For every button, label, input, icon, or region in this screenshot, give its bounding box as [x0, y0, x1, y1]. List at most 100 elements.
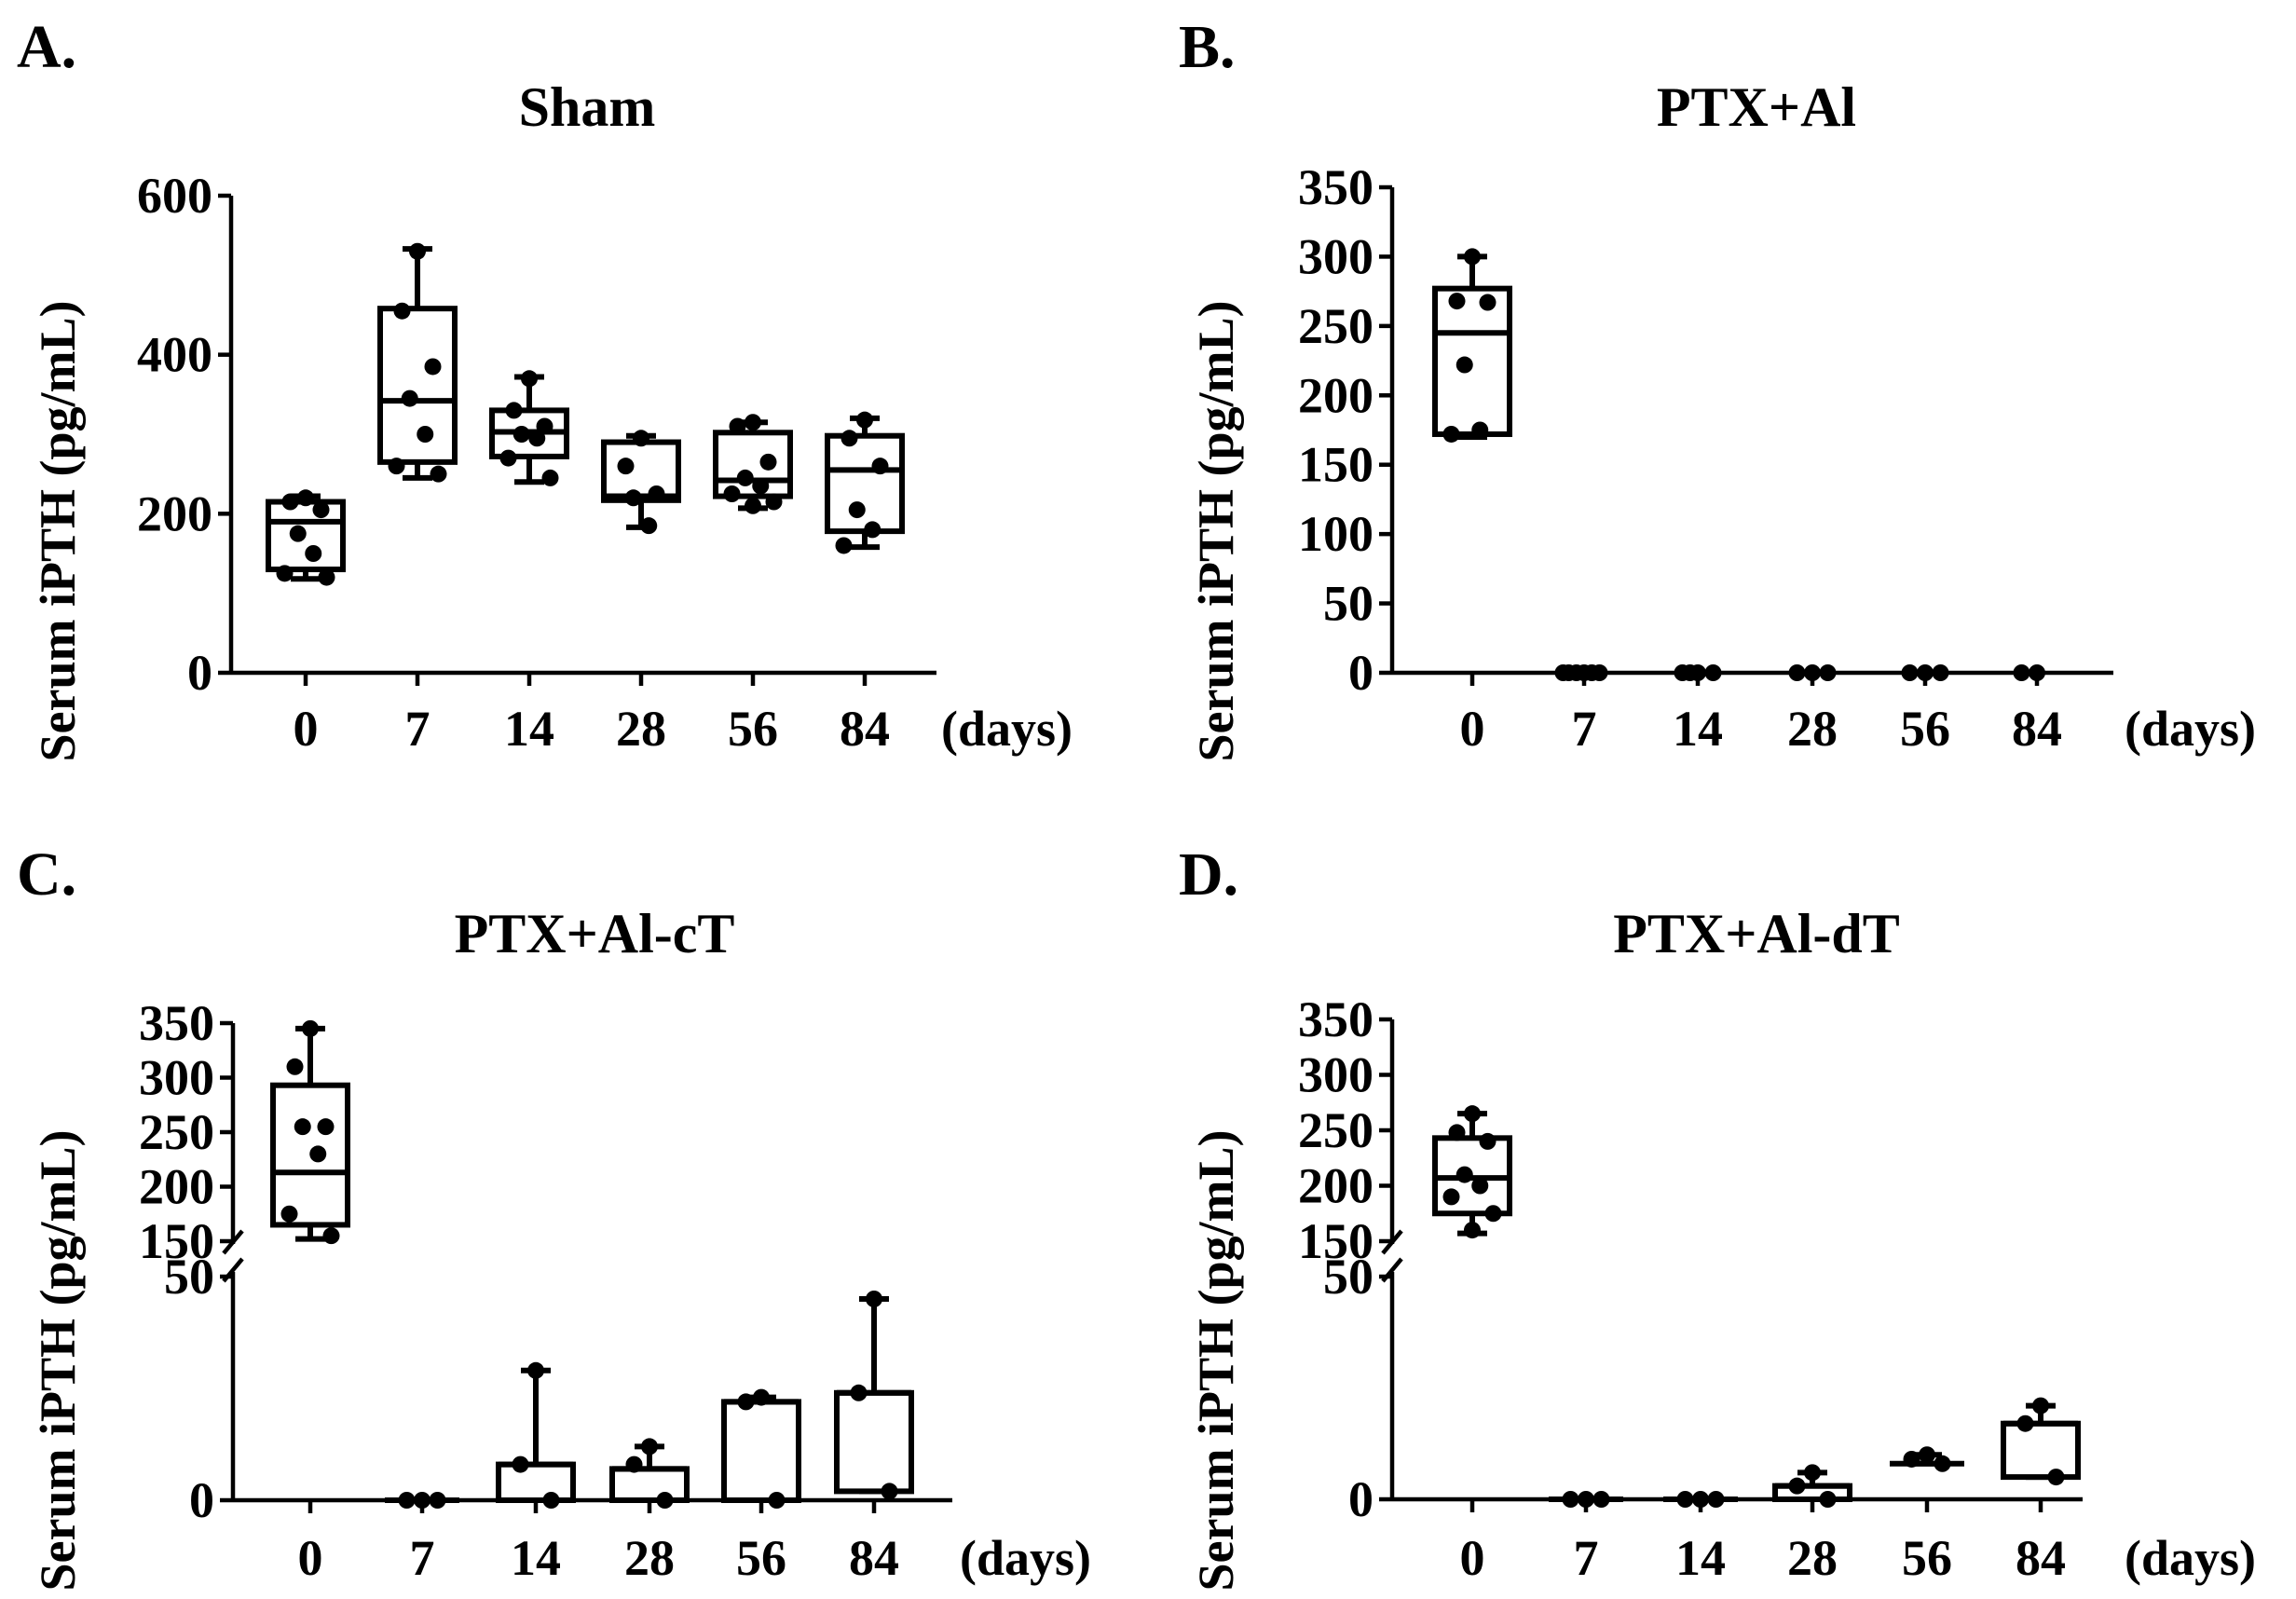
data-point	[624, 489, 642, 507]
panel-b: B. PTX+Al Serum iPTH (pg/mL) 0 50 100 150 200 25…	[1179, 13, 2256, 762]
data-point	[521, 370, 538, 388]
data-point	[736, 469, 754, 486]
panel-c: C. PTX+Al-cT Serum iPTH (pg/mL) 0 5015020025…	[17, 840, 1091, 1592]
data-point	[1676, 1491, 1694, 1508]
data-point	[641, 1438, 658, 1456]
x-tick-label: 56	[728, 701, 778, 757]
x-axis-unit: (days)	[2125, 1530, 2256, 1586]
y-tick-label: 50	[1323, 576, 1374, 632]
data-point	[1804, 1464, 1821, 1482]
data-point	[871, 458, 889, 475]
data-point	[294, 1118, 311, 1136]
data-point	[414, 1492, 430, 1509]
x-tick-label: 56	[736, 1530, 786, 1586]
data-point	[512, 1456, 529, 1473]
data-point	[541, 469, 559, 486]
y-tick-label: 100	[1298, 506, 1374, 562]
data-point	[1681, 664, 1699, 681]
data-point	[1456, 1166, 1473, 1183]
data-point	[281, 493, 299, 511]
data-point	[1567, 664, 1585, 681]
data-point	[1464, 248, 1481, 266]
data-point	[409, 242, 426, 260]
data-point	[1456, 356, 1473, 374]
data-point	[276, 565, 294, 582]
data-point	[2016, 1414, 2034, 1432]
data-point	[881, 1483, 898, 1500]
y-tick-label: 300	[1298, 1047, 1374, 1103]
data-point	[1479, 294, 1496, 311]
data-point	[505, 402, 523, 419]
data-point	[417, 426, 434, 443]
box-iqr	[377, 306, 458, 465]
chart-title: PTX+Al-dT	[1613, 903, 1900, 964]
data-point	[617, 458, 635, 475]
data-point	[840, 430, 858, 447]
data-point	[2047, 1469, 2065, 1486]
data-point	[1448, 293, 1466, 310]
box-iqr	[834, 1389, 914, 1495]
data-point	[1788, 1477, 1806, 1495]
data-point	[745, 414, 761, 431]
y-tick-label: 350	[139, 995, 214, 1051]
data-point	[656, 1492, 674, 1509]
data-point	[2029, 664, 2045, 681]
box-iqr	[496, 1461, 576, 1503]
y-tick-label: 600	[137, 168, 212, 224]
box-28	[609, 1443, 690, 1504]
data-point	[729, 417, 746, 435]
data-point	[1471, 1177, 1489, 1195]
box-84	[2001, 1402, 2081, 1481]
y-axis-label: Serum iPTH (pg/mL)	[30, 1130, 86, 1592]
data-point	[1932, 664, 1949, 681]
data-point	[1484, 1205, 1502, 1223]
data-point	[1919, 1446, 1935, 1464]
data-point	[640, 517, 658, 535]
data-point	[388, 458, 405, 475]
x-tick-label: 56	[1902, 1530, 1952, 1586]
data-point	[424, 358, 442, 376]
chart-title: Sham	[519, 76, 656, 138]
data-point	[835, 537, 853, 554]
data-point	[765, 493, 783, 511]
data-point	[398, 1492, 416, 1509]
data-point	[1442, 1188, 1460, 1206]
data-point	[723, 485, 741, 502]
data-point	[1583, 664, 1601, 681]
y-axis-label: Serum iPTH (pg/mL)	[30, 301, 86, 762]
data-point	[737, 1393, 755, 1411]
x-tick-label: 28	[1787, 1530, 1838, 1586]
data-point	[768, 1492, 786, 1509]
x-tick-label: 28	[1787, 701, 1838, 757]
data-point	[528, 430, 546, 447]
y-tick-label: 300	[139, 1050, 214, 1106]
data-point	[286, 1058, 304, 1075]
y-tick-label: 250	[139, 1104, 214, 1160]
data-point	[1788, 664, 1806, 681]
panel-label: A.	[17, 13, 76, 81]
y-tick-label: 0	[189, 1472, 214, 1528]
data-point	[850, 1384, 868, 1401]
data-point	[1442, 425, 1460, 443]
box-14	[496, 1367, 576, 1503]
x-tick-label: 28	[616, 701, 666, 757]
data-point	[1917, 664, 1934, 681]
x-tick-label: 7	[410, 1530, 435, 1586]
x-tick-label: 14	[511, 1530, 561, 1586]
data-point	[759, 453, 777, 471]
x-tick-label: 7	[1572, 701, 1597, 757]
panel-label: C.	[17, 840, 76, 909]
x-tick-label: 14	[504, 701, 554, 757]
data-point	[527, 1361, 544, 1379]
x-axis-unit: (days)	[960, 1530, 1091, 1586]
x-tick-label: 84	[2012, 701, 2062, 757]
data-point	[536, 417, 554, 435]
y-axis-label: Serum iPTH (pg/mL)	[1188, 301, 1244, 762]
data-point	[848, 501, 866, 519]
x-tick-label: 14	[1675, 1530, 1726, 1586]
data-point	[1554, 664, 1572, 681]
panel-d: D. PTX+Al-dT Serum iPTH (pg/mL) 0 5015020025…	[1179, 840, 2256, 1592]
data-point	[305, 545, 322, 562]
y-tick-label: 0	[1348, 1471, 1374, 1527]
